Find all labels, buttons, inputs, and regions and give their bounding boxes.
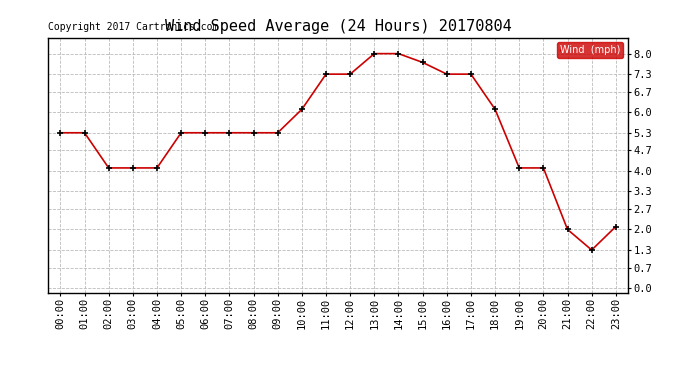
Legend: Wind  (mph): Wind (mph) [557,42,623,58]
Title: Wind Speed Average (24 Hours) 20170804: Wind Speed Average (24 Hours) 20170804 [165,18,511,33]
Text: Copyright 2017 Cartronics.com: Copyright 2017 Cartronics.com [48,22,219,32]
